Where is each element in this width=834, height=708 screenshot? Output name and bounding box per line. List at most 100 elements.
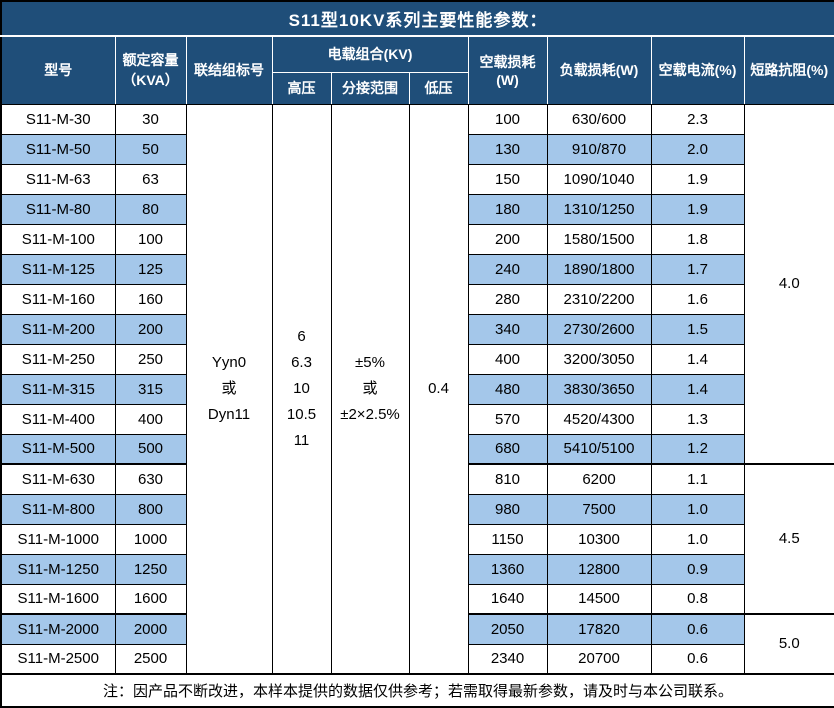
model-cell: S11-M-100 [0,223,116,255]
table-row: S11-M-125 125 240 1890/1800 1.7 [0,253,834,285]
table-row: S11-M-400 400 570 4520/4300 1.3 [0,403,834,435]
model-cell: S11-M-125 [0,253,116,285]
no-load-loss-cell: 130 [467,133,548,165]
header-row-1: 型号 额定容量 （KVA） 联结组标号 电载组合(KV) 空载损耗(W) 负载损… [0,35,834,105]
table-row: S11-M-50 50 130 910/870 2.0 [0,133,834,165]
capacity-cell: 500 [114,433,187,465]
no-load-loss-cell: 480 [467,373,548,405]
table-row: S11-M-2000 2000 2050 17820 0.6 5.0 [0,613,834,675]
capacity-cell: 63 [114,163,187,195]
capacity-cell: 160 [114,283,187,315]
capacity-cell: 200 [114,313,187,345]
col-header-impedance: 短路抗阻(%) [743,35,834,105]
no-load-loss-cell: 340 [467,313,548,345]
no-load-loss-cell: 2050 [467,613,548,645]
no-load-current-cell: 1.1 [650,463,745,495]
no-load-loss-cell: 1360 [467,553,548,585]
model-cell: S11-M-1000 [0,523,116,555]
impedance-cell: 5.0 [743,613,834,675]
no-load-loss-cell: 570 [467,403,548,435]
no-load-current-cell: 1.4 [650,373,745,405]
no-load-current-cell: 0.6 [650,613,745,645]
model-cell: S11-M-160 [0,283,116,315]
col-header-load-loss: 负载损耗(W) [546,35,652,105]
no-load-current-cell: 0.6 [650,643,745,675]
model-cell: S11-M-1250 [0,553,116,585]
no-load-loss-cell: 2340 [467,643,548,675]
capacity-cell: 2500 [114,643,187,675]
page-title: S11型10KV系列主要性能参数： [0,0,834,37]
col-header-capacity: 额定容量 （KVA） [114,35,187,105]
model-cell: S11-M-1600 [0,583,116,615]
connection-cell: Yyn0 或 Dyn11 [185,103,273,675]
model-cell: S11-M-2000 [0,613,116,645]
model-cell: S11-M-200 [0,313,116,345]
no-load-loss-cell: 150 [467,163,548,195]
no-load-current-cell: 1.7 [650,253,745,285]
load-loss-cell: 630/600 [546,103,652,135]
no-load-current-cell: 2.3 [650,103,745,135]
title-row: S11型10KV系列主要性能参数： [0,0,834,37]
capacity-cell: 50 [114,133,187,165]
table-row: S11-M-200 200 340 2730/2600 1.5 [0,313,834,345]
col-header-lv: 低压 [408,71,469,105]
capacity-cell: 80 [114,193,187,225]
col-header-connection: 联结组标号 [185,35,273,105]
col-header-load-combo: 电载组合(KV) [271,35,469,73]
table-row: S11-M-160 160 280 2310/2200 1.6 [0,283,834,315]
model-cell: S11-M-30 [0,103,116,135]
no-load-current-cell: 1.2 [650,433,745,465]
impedance-cell: 4.5 [743,463,834,615]
load-loss-cell: 3200/3050 [546,343,652,375]
load-loss-cell: 17820 [546,613,652,645]
table-row: S11-M-1250 1250 1360 12800 0.9 [0,553,834,585]
model-cell: S11-M-2500 [0,643,116,675]
lv-cell: 0.4 [408,103,469,675]
model-cell: S11-M-800 [0,493,116,525]
no-load-current-cell: 1.4 [650,343,745,375]
model-cell: S11-M-50 [0,133,116,165]
table-row: S11-M-315 315 480 3830/3650 1.4 [0,373,834,405]
load-loss-cell: 10300 [546,523,652,555]
header-row-2: 高压 分接范围 低压 [1,71,834,105]
no-load-current-cell: 1.0 [650,523,745,555]
load-loss-cell: 7500 [546,493,652,525]
capacity-cell: 2000 [114,613,187,645]
no-load-current-cell: 1.9 [650,193,745,225]
no-load-loss-cell: 280 [467,283,548,315]
footer-row: 注：因产品不断改进，本样本提供的数据仅供参考；若需取得最新参数，请及时与本公司联… [0,673,834,708]
no-load-loss-cell: 240 [467,253,548,285]
table-row: S11-M-80 80 180 1310/1250 1.9 [0,193,834,225]
load-loss-cell: 1890/1800 [546,253,652,285]
model-cell: S11-M-630 [0,463,116,495]
load-loss-cell: 6200 [546,463,652,495]
col-header-no-load-loss: 空载损耗(W) [467,35,548,105]
no-load-current-cell: 1.6 [650,283,745,315]
col-header-hv: 高压 [271,71,332,105]
capacity-cell: 1600 [114,583,187,615]
hv-cell: 6 6.3 10 10.5 11 [271,103,332,675]
table-row: S11-M-1600 1600 1640 14500 0.8 [0,583,834,615]
capacity-cell: 30 [114,103,187,135]
no-load-loss-cell: 200 [467,223,548,255]
no-load-loss-cell: 100 [467,103,548,135]
no-load-loss-cell: 810 [467,463,548,495]
capacity-cell: 100 [114,223,187,255]
model-cell: S11-M-80 [0,193,116,225]
table-row: S11-M-63 63 150 1090/1040 1.9 [0,163,834,195]
load-loss-cell: 2310/2200 [546,283,652,315]
no-load-loss-cell: 980 [467,493,548,525]
table-row: S11-M-30 30 Yyn0 或 Dyn11 6 6.3 10 10.5 11 ±5… [0,103,834,675]
tap-range-cell: ±5% 或 ±2×2.5% [330,103,410,675]
capacity-cell: 125 [114,253,187,285]
capacity-cell: 630 [114,463,187,495]
load-loss-cell: 1090/1040 [546,163,652,195]
no-load-loss-cell: 180 [467,193,548,225]
table-row: S11-M-500 500 680 5410/5100 1.2 [0,433,834,465]
model-cell: S11-M-63 [0,163,116,195]
table-row: S11-M-100 100 200 1580/1500 1.8 [0,223,834,255]
no-load-loss-cell: 1150 [467,523,548,555]
load-loss-cell: 1580/1500 [546,223,652,255]
load-loss-cell: 4520/4300 [546,403,652,435]
